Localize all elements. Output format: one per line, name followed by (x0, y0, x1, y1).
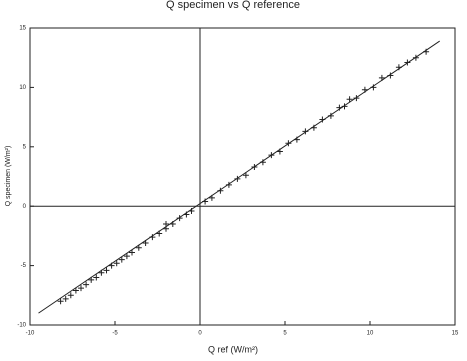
y-tick-label: -5 (21, 263, 27, 269)
y-tick-label: 0 (23, 204, 27, 210)
point (78, 285, 84, 292)
point (72, 287, 79, 294)
point (118, 256, 125, 263)
x-axis-label: Q ref (W/m²) (208, 344, 258, 354)
y-tick-label: -10 (17, 323, 26, 329)
y-tick-label: 15 (19, 26, 26, 32)
x-tick-label: 0 (198, 331, 202, 337)
x-tick-label: 10 (367, 331, 374, 337)
point (57, 298, 64, 305)
plot-frame (29, 27, 456, 326)
point (67, 292, 74, 299)
fit-line (38, 40, 440, 314)
point (163, 221, 169, 228)
point (234, 175, 241, 182)
point (346, 96, 353, 103)
point (242, 172, 249, 179)
chart-title: Q specimen vs Q reference (166, 0, 300, 11)
x-tick-label: -10 (26, 331, 35, 337)
point (62, 295, 69, 302)
point (176, 215, 183, 222)
x-tick-label: 5 (283, 331, 287, 337)
point (123, 253, 130, 260)
point (113, 260, 120, 267)
x-tick-label: -5 (112, 331, 118, 337)
y-tick-label: 10 (19, 85, 26, 91)
y-tick-label: 5 (23, 144, 27, 150)
x-tick-label: 15 (452, 331, 459, 337)
point (129, 249, 135, 256)
point (103, 267, 110, 274)
y-axis-label: Q specimen (W/m²) (5, 146, 12, 207)
point (83, 281, 90, 288)
point (135, 244, 142, 251)
point (93, 274, 100, 281)
